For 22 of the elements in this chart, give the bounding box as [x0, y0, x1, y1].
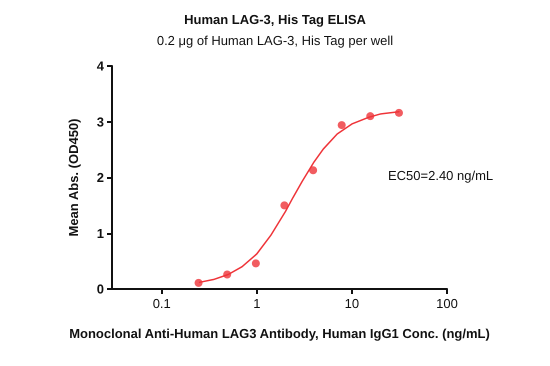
point	[252, 259, 260, 268]
point	[194, 278, 203, 287]
point	[394, 108, 403, 117]
y-tick-label: 3	[96, 114, 104, 130]
x-tick-label: 100	[436, 296, 458, 311]
chart-subtitle: 0.2 μg of Human LAG-3, His Tag per well	[156, 33, 394, 48]
x-tick-label: 10	[344, 296, 360, 311]
y-tick-label: 4	[96, 58, 105, 74]
chart-title: Human LAG-3, His Tag ELISA	[184, 12, 366, 27]
x-tick-label: 0.1	[152, 296, 171, 311]
y-tick-label: 0	[96, 282, 104, 296]
point	[338, 121, 346, 130]
y-axis-title: Mean Abs. (OD450)	[66, 118, 81, 236]
point	[280, 201, 288, 210]
point	[309, 166, 318, 174]
point	[366, 112, 374, 120]
y-tick-label: 2	[96, 170, 104, 185]
annotation: EC50=2.40 ng/mL	[388, 168, 494, 183]
x-tick-label: 1	[253, 296, 260, 311]
x-axis-title: Monoclonal Anti-Human LAG3 Antibody, Human IgG1 Conc. (ng/mL)	[69, 326, 490, 341]
point	[223, 270, 232, 279]
y-tick-label: 1	[96, 226, 104, 241]
